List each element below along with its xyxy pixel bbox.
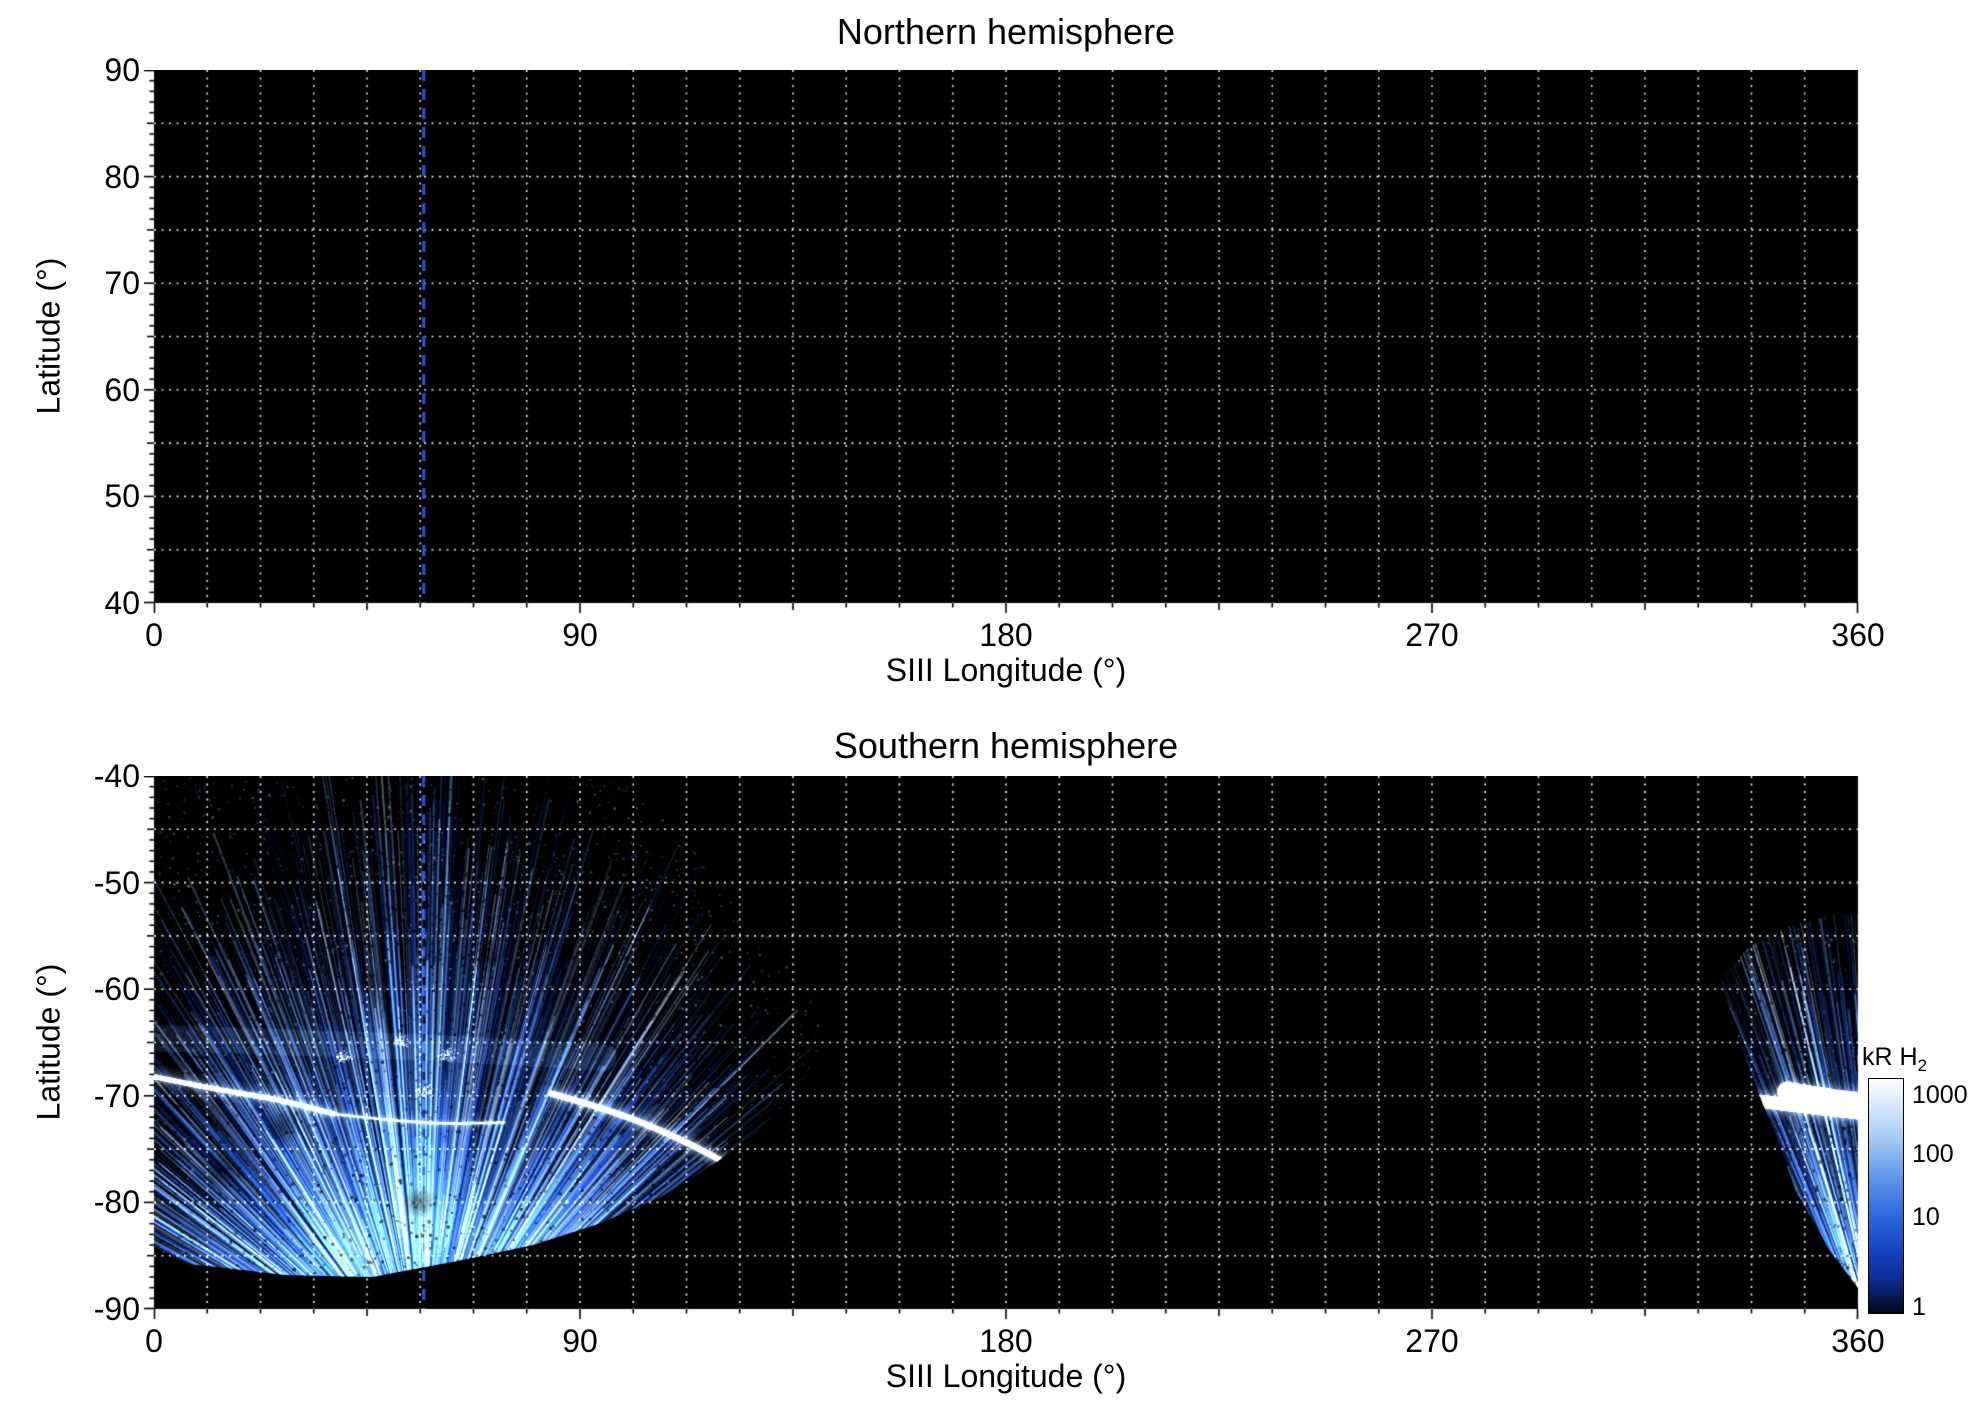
colorbar-label: kR H2 (1862, 1044, 1927, 1079)
south-x-tick-label: 180 (979, 1323, 1033, 1359)
colorbar-tick-label: 100 (1912, 1139, 1954, 1168)
north-y-tick-label: 80 (104, 158, 140, 195)
colorbar-tick-label: 1 (1912, 1292, 1926, 1321)
south-y-tick-label: -80 (93, 1184, 140, 1221)
south-x-axis-label: SIII Longitude (°) (885, 1358, 1127, 1394)
north-x-axis-label: SIII Longitude (°) (885, 652, 1127, 688)
north-y-tick-label: 40 (104, 585, 140, 621)
south-panel-title: Southern hemisphere (833, 725, 1179, 766)
south-y-tick-label: -70 (93, 1077, 140, 1114)
south-hemisphere-plot (134, 776, 1878, 1323)
north-x-tick-label: 270 (1405, 617, 1459, 653)
north-y-tick-label: 90 (104, 52, 140, 88)
south-y-tick-label: -90 (93, 1291, 140, 1327)
north-x-tick-label: 90 (562, 617, 598, 653)
north-y-tick-label: 70 (104, 265, 140, 302)
north-x-tick-label: 180 (979, 617, 1033, 653)
south-x-tick-label: 0 (145, 1323, 163, 1359)
south-x-tick-label: 360 (1831, 1323, 1885, 1359)
north-hemisphere-plot (134, 70, 1878, 617)
south-y-tick-label: -60 (93, 971, 140, 1008)
north-panel-title: Northern hemisphere (836, 11, 1176, 52)
south-y-tick-label: -50 (93, 864, 140, 901)
colorbar (1868, 1078, 1904, 1314)
colorbar-tick-label: 1000 (1912, 1080, 1968, 1109)
south-y-tick-label: -40 (93, 758, 140, 794)
south-x-tick-label: 90 (562, 1323, 598, 1359)
south-x-tick-label: 270 (1405, 1323, 1459, 1359)
north-x-tick-label: 360 (1831, 617, 1885, 653)
colorbar-label-text: kR H (1862, 1043, 1918, 1071)
colorbar-tick-label: 10 (1912, 1203, 1940, 1232)
north-x-tick-label: 0 (145, 617, 163, 653)
colorbar-label-sub: 2 (1917, 1056, 1928, 1075)
north-y-tick-label: 50 (104, 478, 140, 515)
north-y-tick-label: 60 (104, 371, 140, 408)
